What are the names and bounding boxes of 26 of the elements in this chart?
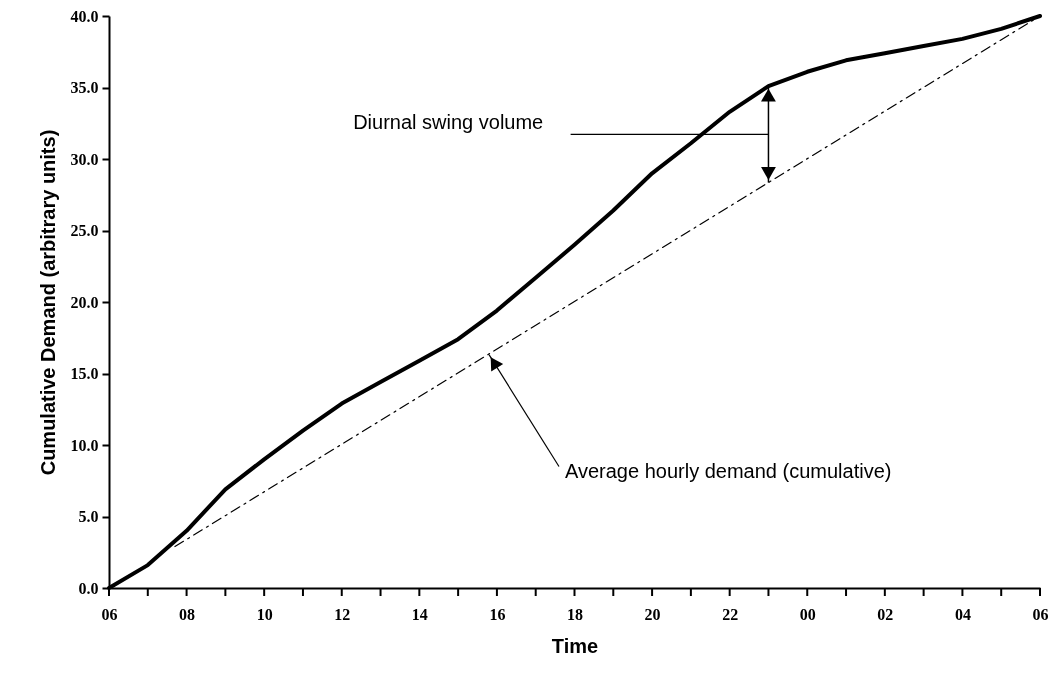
x-tick-label: 22 <box>722 605 739 623</box>
y-axis-title: Cumulative Demand (arbitrary units) <box>36 129 59 476</box>
y-tick-label: 5.0 <box>78 508 99 525</box>
x-tick-label: 12 <box>334 605 351 623</box>
y-tick-label: 40.0 <box>70 7 99 25</box>
x-tick-label: 18 <box>567 605 583 623</box>
x-axis-title: Time <box>551 634 599 657</box>
x-tick-label: 06 <box>101 605 118 623</box>
y-tick-label: 0.0 <box>78 579 99 597</box>
y-tick-label: 15.0 <box>70 365 99 382</box>
x-tick-label: 04 <box>954 605 971 623</box>
x-tick-label: 06 <box>1032 605 1049 623</box>
y-tick-label: 30.0 <box>70 150 99 168</box>
x-tick-label: 02 <box>877 605 894 623</box>
x-tick-label: 10 <box>256 605 273 623</box>
x-tick-label: 08 <box>179 605 196 623</box>
y-tick-label: 25.0 <box>70 222 99 239</box>
annotation: Diurnal swing volume <box>353 111 544 134</box>
x-tick-label: 00 <box>799 605 816 623</box>
x-tick-label: 14 <box>411 605 428 623</box>
x-tick-label: 20 <box>644 605 661 623</box>
x-tick-label: 16 <box>489 605 506 623</box>
annotation: Average hourly demand (cumulative) <box>564 460 892 483</box>
y-tick-label: 20.0 <box>70 293 99 311</box>
y-tick-label: 35.0 <box>70 79 99 96</box>
y-tick-label: 10.0 <box>70 436 99 454</box>
